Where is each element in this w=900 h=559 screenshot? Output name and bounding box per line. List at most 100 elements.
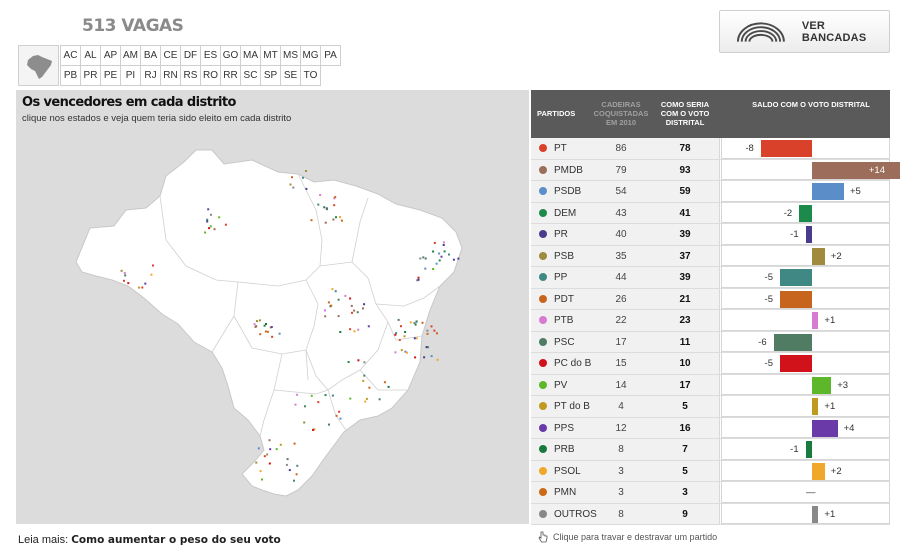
- district-dot: [263, 324, 266, 327]
- saldo-value: -5: [764, 358, 773, 369]
- table-row[interactable]: PRB 8 7 -1: [531, 439, 890, 461]
- table-row[interactable]: PP 44 39 -5: [531, 267, 890, 289]
- district-dot: [433, 329, 436, 332]
- brazil-map-thumbnail-button[interactable]: [18, 45, 59, 86]
- district-dot: [269, 326, 272, 329]
- district-dot: [413, 337, 416, 340]
- district-dot: [313, 428, 316, 431]
- district-dot: [310, 394, 313, 397]
- party-cell: PSDB 54 59: [531, 181, 720, 202]
- district-dot: [426, 329, 429, 332]
- table-row[interactable]: PC do B 15 10 -5: [531, 353, 890, 375]
- district-dot: [268, 462, 271, 465]
- state-button-se[interactable]: SE: [280, 65, 301, 86]
- state-button-df[interactable]: DF: [180, 45, 201, 66]
- district-dot: [337, 298, 340, 301]
- party-cell: PRB 8 7: [531, 439, 720, 460]
- state-button-rj[interactable]: RJ: [140, 65, 161, 86]
- hint-text: Clique para travar e destravar um partid…: [553, 532, 718, 542]
- table-row[interactable]: PMDB 79 93 +14: [531, 159, 900, 181]
- saldo-cell: +2: [721, 460, 890, 481]
- state-button-mg[interactable]: MG: [300, 45, 321, 66]
- district-dot: [206, 220, 209, 223]
- party-name: PPS: [554, 422, 575, 434]
- party-name: PMDB: [554, 164, 583, 176]
- state-row: PB PR PE PI RJ RN RS RO RR SC SP SE TO: [60, 65, 341, 86]
- table-row[interactable]: PSC 17 11 -6: [531, 331, 890, 353]
- district-dot: [400, 325, 402, 328]
- saldo-cell: +1: [721, 503, 890, 524]
- party-seats: 4: [618, 401, 624, 412]
- saldo-cell: +1: [721, 396, 890, 417]
- party-name: PRB: [554, 444, 575, 455]
- table-row[interactable]: PTB 22 23 +1: [531, 310, 890, 332]
- ver-bancadas-button[interactable]: VER BANCADAS: [719, 10, 890, 53]
- state-button-sc[interactable]: SC: [240, 65, 261, 86]
- state-button-rr[interactable]: RR: [220, 65, 241, 86]
- table-row[interactable]: OUTROS 8 9 +1: [531, 503, 890, 525]
- state-button-go[interactable]: GO: [220, 45, 241, 66]
- saldo-bar: [799, 204, 812, 222]
- table-row[interactable]: PDT 26 21 -5: [531, 288, 890, 310]
- table-row[interactable]: DEM 43 41 -2: [531, 202, 890, 224]
- state-button-ba[interactable]: BA: [140, 45, 161, 66]
- party-color-dot: [539, 466, 547, 475]
- district-dot: [224, 223, 227, 226]
- state-button-pi[interactable]: PI: [120, 65, 141, 86]
- state-button-ap[interactable]: AP: [100, 45, 121, 66]
- leia-link[interactable]: Como aumentar o peso do seu voto: [71, 534, 281, 546]
- state-button-am[interactable]: AM: [120, 45, 141, 66]
- table-row[interactable]: PSB 35 37 +2: [531, 245, 890, 267]
- state-button-es[interactable]: ES: [200, 45, 221, 66]
- district-dot: [324, 315, 327, 318]
- party-distrital: 3: [682, 487, 688, 498]
- brazil-map[interactable]: [16, 90, 529, 524]
- party-color-dot: [539, 380, 547, 389]
- table-row[interactable]: PT 86 78 -8: [531, 138, 890, 160]
- state-button-ac[interactable]: AC: [60, 45, 81, 66]
- district-dot: [294, 403, 297, 406]
- district-dot: [443, 250, 446, 253]
- state-button-rn[interactable]: RN: [160, 65, 181, 86]
- table-row[interactable]: PPS 12 16 +4: [531, 417, 890, 439]
- table-row[interactable]: PMN 3 3 —: [531, 482, 890, 504]
- state-button-sp[interactable]: SP: [260, 65, 281, 86]
- district-dot: [150, 273, 153, 276]
- state-button-ms[interactable]: MS: [280, 45, 301, 66]
- state-button-ma[interactable]: MA: [240, 45, 261, 66]
- table-row[interactable]: PT do B 4 5 +1: [531, 396, 890, 418]
- district-dot: [387, 385, 390, 388]
- district-dot: [438, 252, 441, 255]
- district-dot: [123, 272, 126, 275]
- district-dot: [289, 183, 292, 186]
- saldo-cell: -2: [721, 202, 890, 223]
- state-button-rs[interactable]: RS: [180, 65, 201, 86]
- leia-mais: Leia mais: Como aumentar o peso do seu v…: [18, 534, 281, 546]
- saldo-value: -1: [790, 229, 799, 240]
- state-button-al[interactable]: AL: [80, 45, 101, 66]
- state-button-to[interactable]: TO: [300, 65, 321, 86]
- state-button-pe[interactable]: PE: [100, 65, 121, 86]
- party-name: PSB: [554, 250, 575, 262]
- state-button-ro[interactable]: RO: [200, 65, 221, 86]
- table-row[interactable]: PR 40 39 -1: [531, 224, 890, 246]
- party-seats: 17: [615, 336, 627, 348]
- party-seats: 22: [615, 315, 627, 326]
- saldo-value: -2: [783, 207, 793, 219]
- state-button-mt[interactable]: MT: [260, 45, 281, 66]
- party-distrital: 39: [679, 229, 691, 240]
- district-dot: [424, 267, 427, 270]
- table-row[interactable]: PV 14 17 +3: [531, 374, 890, 396]
- saldo-bar: [805, 226, 812, 243]
- state-button-ce[interactable]: CE: [160, 45, 181, 66]
- party-color-dot: [539, 445, 547, 453]
- state-button-pb[interactable]: PB: [60, 65, 81, 86]
- table-row[interactable]: PSDB 54 59 +5: [531, 181, 890, 203]
- saldo-bar: [812, 183, 844, 200]
- district-dot: [426, 332, 429, 335]
- table-row[interactable]: PSOL 3 5 +2: [531, 460, 890, 482]
- state-button-pa[interactable]: PA: [320, 45, 341, 66]
- state-button-pr[interactable]: PR: [80, 65, 101, 86]
- state-borders: [159, 173, 441, 437]
- parliament-icon: [736, 21, 785, 42]
